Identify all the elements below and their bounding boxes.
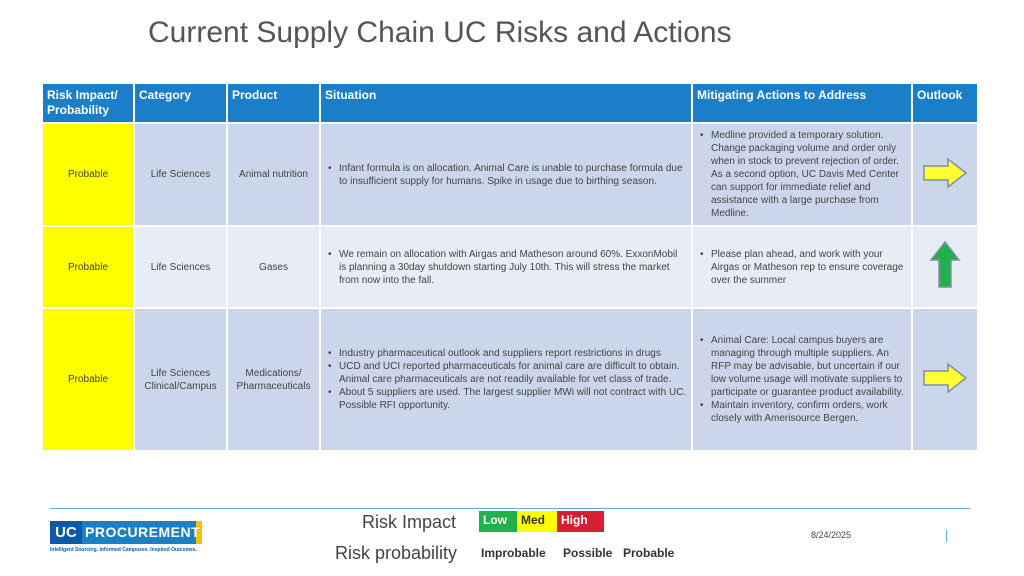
impact-high-chip: High (557, 511, 604, 532)
uc-procurement-logo: UC PROCUREMENT Intelligent Sourcing. Inf… (50, 521, 202, 553)
action-bullet: Please plan ahead, and work with your Ai… (697, 248, 907, 287)
probability-possible: Possible (563, 546, 613, 560)
situation-bullet: UCD and UCI reported pharmaceuticals for… (325, 360, 687, 386)
table-row: Probable Life Sciences Clinical/Campus M… (43, 308, 979, 452)
header-risk-impact: Risk Impact/ Probability (43, 84, 135, 124)
situation-bullet: Industry pharmaceutical outlook and supp… (325, 347, 687, 360)
page-number-bar (946, 530, 947, 542)
outlook-cell (912, 308, 979, 452)
actions-cell: Please plan ahead, and work with your Ai… (692, 226, 913, 309)
header-situation: Situation (320, 84, 693, 124)
category-cell: Life Sciences (134, 123, 228, 227)
slide-date: 8/24/2025 (811, 530, 852, 540)
category-cell: Life Sciences Clinical/Campus (134, 308, 228, 452)
product-cell: Gases (227, 226, 321, 309)
table-header-row: Risk Impact/ Probability Category Produc… (43, 84, 979, 124)
risk-impact-cell: Probable (43, 123, 135, 227)
actions-cell: Animal Care: Local campus buyers are man… (692, 308, 913, 452)
impact-med-chip: Med (517, 511, 557, 532)
header-mitigating-actions: Mitigating Actions to Address (692, 84, 913, 124)
situation-cell: Infant formula is on allocation. Animal … (320, 123, 693, 227)
product-cell: Animal nutrition (227, 123, 321, 227)
risk-probability-label: Risk probability (335, 543, 458, 563)
footer-divider (50, 508, 970, 509)
risk-impact-cell: Probable (43, 226, 135, 309)
logo-tagline: Intelligent Sourcing. Informed Campuses.… (50, 547, 197, 553)
action-bullet: Maintain inventory, confirm orders, work… (697, 399, 907, 425)
risk-table: Risk Impact/ Probability Category Produc… (43, 84, 979, 452)
header-product: Product (227, 84, 321, 124)
table-row: Probable Life Sciences Gases We remain o… (43, 226, 979, 309)
situation-bullet: About 5 suppliers are used. The largest … (325, 386, 687, 412)
action-bullet: Animal Care: Local campus buyers are man… (697, 334, 907, 399)
situation-bullet: Infant formula is on allocation. Animal … (325, 162, 687, 188)
header-outlook: Outlook (912, 84, 979, 124)
product-cell: Medications/ Pharmaceuticals (227, 308, 321, 452)
situation-bullet: We remain on allocation with Airgas and … (325, 248, 687, 287)
impact-low-chip: Low (479, 511, 517, 532)
action-bullet: Medline provided a temporary solution. C… (697, 129, 907, 220)
logo-uc-text: UC (50, 521, 82, 544)
outlook-cell (912, 226, 979, 309)
up-arrow-icon (929, 240, 961, 288)
table-row: Probable Life Sciences Animal nutrition … (43, 123, 979, 227)
situation-cell: We remain on allocation with Airgas and … (320, 226, 693, 309)
probability-probable: Probable (623, 546, 675, 560)
header-category: Category (134, 84, 228, 124)
risk-impact-label: Risk Impact (362, 512, 457, 532)
actions-cell: Medline provided a temporary solution. C… (692, 123, 913, 227)
risk-impact-cell: Probable (43, 308, 135, 452)
logo-name-text: PROCUREMENT (82, 521, 202, 544)
right-arrow-icon (923, 361, 968, 394)
outlook-cell (912, 123, 979, 227)
page-title: Current Supply Chain UC Risks and Action… (148, 16, 732, 49)
probability-improbable: Improbable (481, 546, 546, 560)
category-cell: Life Sciences (134, 226, 228, 309)
right-arrow-icon (923, 156, 968, 189)
situation-cell: Industry pharmaceutical outlook and supp… (320, 308, 693, 452)
